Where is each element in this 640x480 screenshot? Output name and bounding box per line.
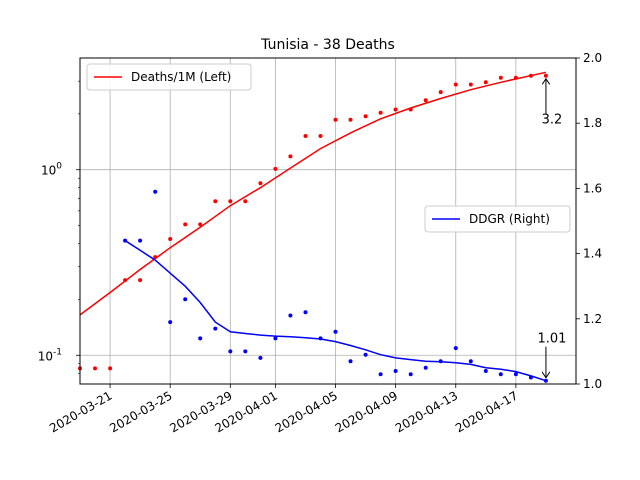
series-0-fit-line <box>79 71 547 316</box>
legends: Deaths/1M (Left) DDGR (Right) <box>86 63 571 233</box>
series-0-point <box>93 366 97 371</box>
series-0-point <box>303 134 308 138</box>
series-layer <box>78 71 548 383</box>
plot-frame <box>79 57 577 385</box>
series-1-point <box>258 355 263 360</box>
legend-label: DDGR (Right) <box>469 212 550 226</box>
series-0-point <box>468 82 473 87</box>
legend-box <box>86 63 252 91</box>
series-1-point <box>198 336 203 341</box>
right-tick-label: 1.6 <box>583 181 602 195</box>
series-0-point <box>333 117 338 122</box>
x-tick-label: 2020-04-17 <box>453 388 520 435</box>
series-1-point <box>348 359 353 364</box>
series-1-point <box>498 372 503 377</box>
series-1-point <box>138 238 143 243</box>
series-0-point <box>363 114 368 119</box>
series-1-point <box>483 369 488 373</box>
series-0-point <box>273 166 278 171</box>
x-tick-label: 2020-04-13 <box>393 388 460 435</box>
series-1-point <box>168 320 173 325</box>
series-1-point <box>378 372 383 377</box>
x-tick-label: 2020-04-05 <box>273 388 340 435</box>
series-0-point <box>378 110 383 115</box>
legend-label: Deaths/1M (Left) <box>131 70 231 84</box>
series-1-point <box>228 349 233 354</box>
series-1-fit-line <box>124 239 547 382</box>
series-1-point <box>333 329 338 334</box>
series-1-point <box>543 378 548 383</box>
series-1-point <box>123 238 128 243</box>
series-1-point <box>213 326 218 331</box>
series-1-point <box>438 359 443 364</box>
series-0-point <box>228 199 233 204</box>
right-tick-label: 1.4 <box>583 247 602 261</box>
series-0-point <box>153 255 158 260</box>
series-1-point <box>513 372 518 377</box>
series-0-point <box>138 278 143 283</box>
series-1-point <box>393 369 398 373</box>
series-1-point <box>423 365 428 370</box>
x-tick-label: 2020-03-21 <box>47 388 114 435</box>
series-0-point <box>528 73 533 78</box>
series-1-point <box>453 346 458 351</box>
annotation-label: 1.01 <box>537 332 566 347</box>
series-1-point <box>273 336 278 341</box>
series-1-point <box>363 352 368 357</box>
x-tick-label: 2020-04-09 <box>333 388 400 435</box>
legend-1: DDGR (Right) <box>424 205 571 233</box>
right-y-axis: 1.0 1.2 1.4 1.6 1.8 2.0 <box>576 51 602 391</box>
series-1-point <box>528 375 533 380</box>
series-0-point <box>438 90 443 95</box>
annotation-label: 3.2 <box>542 113 563 128</box>
series-0-point <box>483 80 488 85</box>
series-0-point <box>183 222 188 227</box>
legend-box <box>424 205 571 233</box>
chart-title: Tunisia - 38 Deaths <box>260 37 395 53</box>
series-0-point <box>123 278 128 283</box>
series-1 <box>123 189 548 383</box>
series-1-point <box>468 359 473 364</box>
series-0-point <box>348 117 353 122</box>
series-0-point <box>108 366 113 371</box>
right-tick-label: 1.8 <box>583 116 602 130</box>
series-0-point <box>288 154 293 159</box>
series-0-point <box>513 75 518 80</box>
series-0-point <box>318 134 323 138</box>
series-0-point <box>423 98 428 103</box>
series-1-point <box>153 189 158 194</box>
annotations: 3.2 1.01 <box>537 80 566 377</box>
left-tick-label: 10-1 <box>38 347 62 363</box>
series-1-point <box>303 310 308 315</box>
right-tick-label: 1.2 <box>583 312 602 326</box>
x-axis: 2020-03-212020-03-252020-03-292020-04-01… <box>47 384 520 435</box>
series-1-point <box>183 297 188 302</box>
series-1-point <box>243 349 248 354</box>
series-1-point <box>318 336 323 341</box>
series-0-point <box>213 199 218 204</box>
series-0-point <box>258 181 263 186</box>
series-1-point <box>288 313 293 318</box>
series-0-point <box>498 75 503 80</box>
x-tick-label: 2020-03-25 <box>107 388 174 435</box>
grid-lines <box>80 58 576 384</box>
series-0-point <box>408 107 413 112</box>
series-0-point <box>168 237 173 241</box>
right-tick-label: 2.0 <box>583 51 602 65</box>
series-0-point <box>543 73 548 78</box>
left-y-axis: 10-1 100 <box>38 80 80 374</box>
series-0-point <box>453 82 458 87</box>
series-1-point <box>408 372 413 377</box>
series-0-point <box>198 222 203 227</box>
series-0-point <box>243 199 248 204</box>
legend-0: Deaths/1M (Left) <box>86 63 252 91</box>
series-0-point <box>393 107 398 112</box>
left-tick-label: 100 <box>41 162 62 178</box>
right-tick-label: 1.0 <box>583 377 602 391</box>
